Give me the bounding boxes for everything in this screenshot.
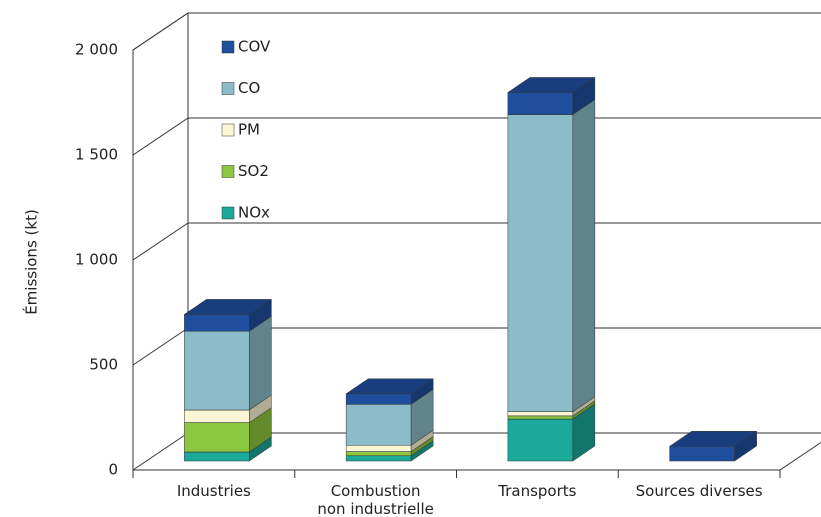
bar-segment	[345, 455, 412, 462]
grid-line	[132, 222, 189, 261]
y-tick-label: 2 000	[75, 41, 118, 59]
bar-top	[507, 77, 596, 93]
x-tick-label: Transports	[498, 482, 577, 500]
bar-segment	[669, 446, 735, 462]
bar-segment	[184, 330, 250, 411]
grid-line	[132, 432, 189, 471]
bar-segment	[345, 445, 412, 452]
bar-side	[572, 99, 596, 413]
grid-line	[132, 117, 189, 156]
bar-segment	[184, 409, 250, 423]
grid-line	[132, 327, 189, 366]
bar-segment	[507, 92, 574, 115]
y-tick-label: 0	[108, 461, 118, 479]
bar-segment	[507, 415, 574, 420]
legend-swatch	[221, 40, 235, 54]
bar-segment	[184, 314, 250, 332]
bar-segment	[345, 451, 412, 456]
y-tick-label: 1 000	[75, 251, 118, 269]
bar-segment	[345, 404, 412, 446]
bar-top	[183, 299, 273, 315]
bar-segment	[184, 422, 250, 453]
legend-label: NOx	[238, 204, 270, 222]
legend-swatch	[221, 206, 235, 220]
legend-swatch	[221, 165, 235, 178]
legend-label: SO2	[238, 162, 269, 180]
legend-label: CO	[238, 79, 260, 97]
y-tick-label: 500	[89, 356, 118, 374]
y-axis-label: Émissions (kt)	[22, 209, 41, 315]
bar-top	[345, 378, 434, 395]
grid-line	[132, 12, 189, 51]
bar-segment	[507, 114, 574, 412]
legend-label: PM	[238, 121, 260, 139]
bar-segment	[507, 418, 574, 462]
x-tick-label: Sources diverses	[635, 482, 763, 500]
y-tick-label: 1 500	[75, 146, 118, 164]
legend-swatch	[221, 123, 235, 137]
bar-segment	[345, 393, 412, 405]
bar-segment	[184, 451, 250, 462]
bar-segment	[507, 411, 574, 417]
legend-label: COV	[238, 38, 271, 56]
x-tick-label: Industries	[176, 482, 251, 500]
bar-top	[668, 431, 758, 447]
bar-side	[249, 315, 272, 411]
legend-swatch	[221, 82, 235, 95]
x-tick-label: Combustion non industrielle	[317, 482, 434, 517]
